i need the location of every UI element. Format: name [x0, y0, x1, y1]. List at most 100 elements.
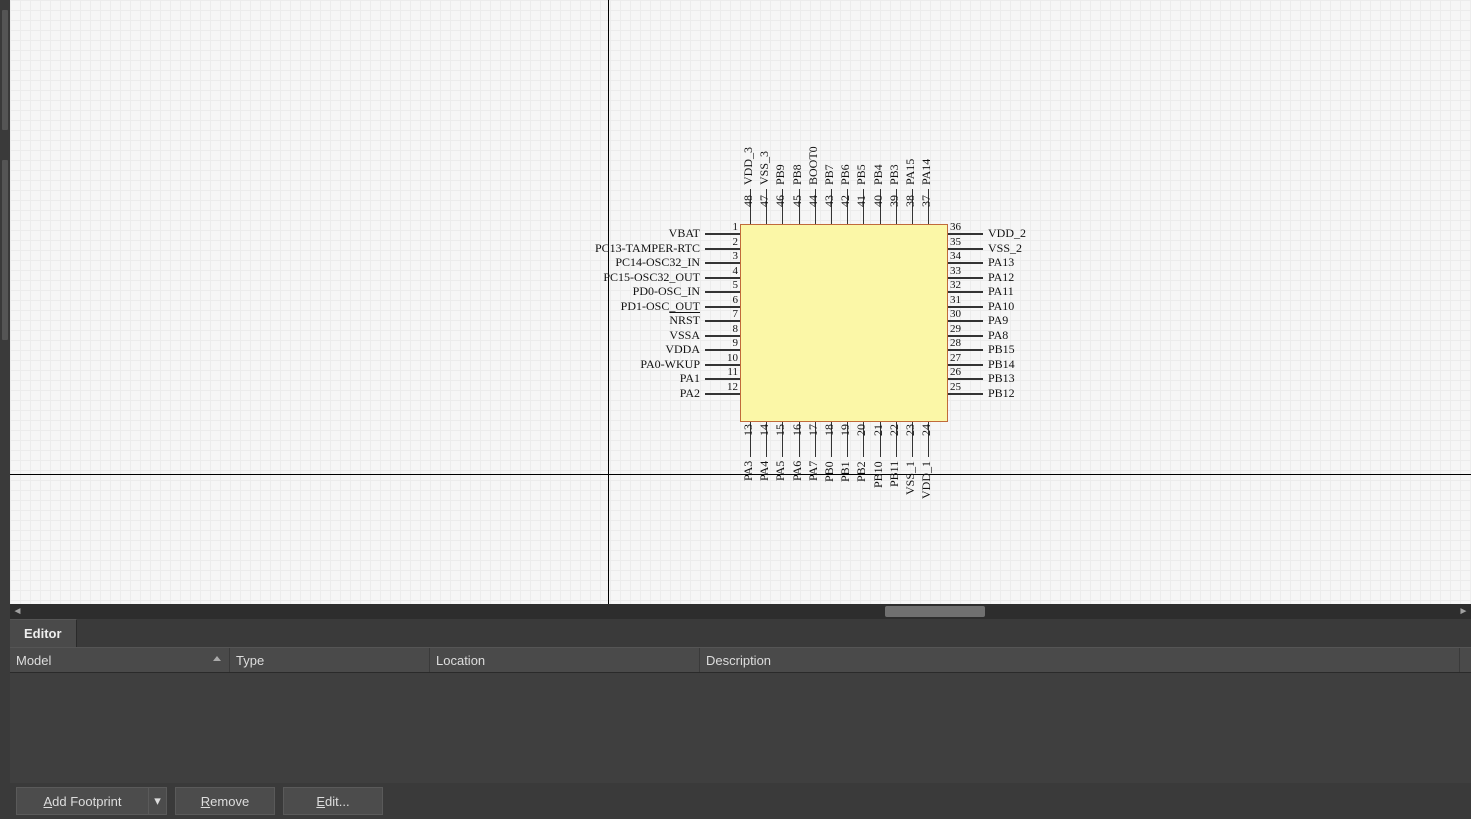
- pin-name: PA10: [988, 299, 1108, 314]
- column-header-type[interactable]: Type: [230, 648, 430, 672]
- pin-number: 28: [950, 337, 972, 349]
- pin-name: PB0: [822, 461, 836, 521]
- button-row: Add Footprint ▾ Remove Edit...: [10, 783, 1471, 819]
- pin-name: PA7: [806, 461, 820, 521]
- horizontal-scrollbar[interactable]: ◄ ►: [10, 604, 1471, 619]
- add-footprint-button[interactable]: Add Footprint: [16, 787, 149, 815]
- column-header-location[interactable]: Location: [430, 648, 700, 672]
- pin-number: 29: [950, 323, 972, 335]
- pin-number: 40: [871, 187, 885, 207]
- pin-underline: [948, 364, 983, 365]
- pin-name: VSS_1: [903, 461, 917, 521]
- pin-name: PB11: [887, 461, 901, 521]
- pin-number: 12: [720, 381, 738, 393]
- editor-panel: Editor ModelTypeLocationDescription Add …: [10, 619, 1471, 819]
- add-footprint-dropdown[interactable]: ▾: [149, 787, 167, 815]
- pin-underline: [705, 393, 740, 394]
- pin-name: VBAT: [545, 226, 700, 241]
- pin-number: 25: [950, 381, 972, 393]
- pin-underline: [948, 277, 983, 278]
- pin-underline: [948, 233, 983, 234]
- table-body: [10, 673, 1471, 783]
- pin-name: PA5: [773, 461, 787, 521]
- pin-name: PB8: [790, 125, 804, 185]
- pin-underline: [705, 364, 740, 365]
- pin-underline: [705, 335, 740, 336]
- pin-underline: [948, 291, 983, 292]
- pin-name: VSS_2: [988, 241, 1108, 256]
- pin-number: 42: [838, 187, 852, 207]
- pin-number: 38: [903, 187, 917, 207]
- pin-name: PA12: [988, 270, 1108, 285]
- pin-name: PA9: [988, 313, 1108, 328]
- pin-name: VDDA: [545, 342, 700, 357]
- pin-number: 13: [741, 424, 755, 444]
- pin-underline: [705, 306, 740, 307]
- pin-number: 30: [950, 308, 972, 320]
- pin-number: 32: [950, 279, 972, 291]
- pin-number: 8: [720, 323, 738, 335]
- pin-name: PB12: [988, 386, 1108, 401]
- pin-number: 6: [720, 294, 738, 306]
- pin-name: PB9: [773, 125, 787, 185]
- pin-number: 22: [887, 424, 901, 444]
- pin-name: PA3: [741, 461, 755, 521]
- left-gutter: [0, 0, 10, 619]
- column-header-description[interactable]: Description: [700, 648, 1460, 672]
- schematic-canvas[interactable]: 1VBAT2PC13-TAMPER-RTC3PC14-OSC32_IN4PC15…: [10, 0, 1471, 604]
- pin-number: 2: [720, 236, 738, 248]
- pin-underline: [705, 320, 740, 321]
- pin-number: 36: [950, 221, 972, 233]
- pin-number: 48: [741, 187, 755, 207]
- scroll-left-arrow[interactable]: ◄: [10, 604, 25, 619]
- pin-name: PA11: [988, 284, 1108, 299]
- gutter-segment: [2, 10, 8, 130]
- pin-name: PB3: [887, 125, 901, 185]
- pin-name: PA15: [903, 125, 917, 185]
- pin-number: 17: [806, 424, 820, 444]
- column-header-model[interactable]: Model: [10, 648, 230, 672]
- table-header-row: ModelTypeLocationDescription: [10, 647, 1471, 673]
- pin-number: 19: [838, 424, 852, 444]
- pin-number: 10: [720, 352, 738, 364]
- pin-name: PB6: [838, 125, 852, 185]
- pin-number: 18: [822, 424, 836, 444]
- pin-number: 1: [720, 221, 738, 233]
- pin-number: 37: [919, 187, 933, 207]
- pin-name: PA6: [790, 461, 804, 521]
- pin-underline: [948, 262, 983, 263]
- pin-number: 24: [919, 424, 933, 444]
- pin-underline: [948, 378, 983, 379]
- pin-name: PD0-OSC_IN: [545, 284, 700, 299]
- pin-name: PD1-OSC_OUT: [545, 299, 700, 314]
- pin-number: 35: [950, 236, 972, 248]
- pin-name: PA14: [919, 125, 933, 185]
- pin-name: PC14-OSC32_IN: [545, 255, 700, 270]
- pin-number: 31: [950, 294, 972, 306]
- pin-name: PA8: [988, 328, 1108, 343]
- pin-underline: [948, 349, 983, 350]
- pin-name: PA13: [988, 255, 1108, 270]
- scroll-thumb[interactable]: [885, 606, 985, 617]
- pin-number: 16: [790, 424, 804, 444]
- pin-number: 43: [822, 187, 836, 207]
- pin-name: VDD_3: [741, 125, 755, 185]
- pin-underline: [705, 349, 740, 350]
- tab-editor[interactable]: Editor: [10, 619, 77, 647]
- pin-name: PA1: [545, 371, 700, 386]
- remove-button[interactable]: Remove: [175, 787, 275, 815]
- pin-number: 26: [950, 366, 972, 378]
- pin-underline: [948, 335, 983, 336]
- pin-lead: [948, 394, 983, 395]
- edit-button[interactable]: Edit...: [283, 787, 383, 815]
- component-body[interactable]: [740, 224, 948, 422]
- pin-name: PB2: [854, 461, 868, 521]
- pin-lead: [705, 394, 740, 395]
- pin-number: 33: [950, 265, 972, 277]
- pin-name: NRST: [545, 313, 700, 328]
- pin-number: 20: [854, 424, 868, 444]
- pin-number: 41: [854, 187, 868, 207]
- pin-number: 23: [903, 424, 917, 444]
- scroll-right-arrow[interactable]: ►: [1456, 604, 1471, 619]
- pin-name: PB14: [988, 357, 1108, 372]
